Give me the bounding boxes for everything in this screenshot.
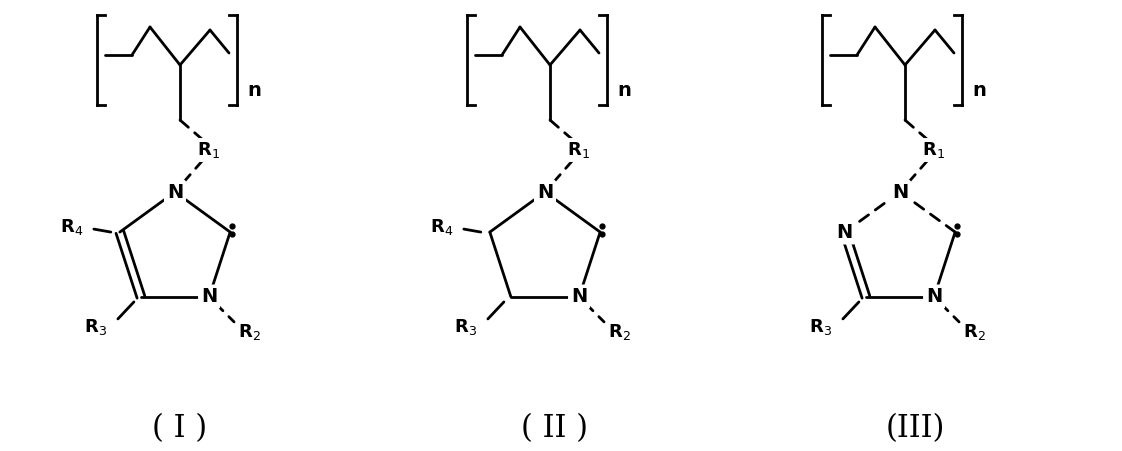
- Text: R$_{1}$: R$_{1}$: [196, 140, 220, 160]
- Text: R$_{2}$: R$_{2}$: [963, 322, 985, 342]
- Text: n: n: [972, 81, 986, 100]
- Text: n: n: [247, 81, 261, 100]
- Text: R$_{3}$: R$_{3}$: [809, 317, 833, 337]
- Text: N: N: [167, 183, 183, 202]
- Text: R$_{1}$: R$_{1}$: [921, 140, 945, 160]
- Text: N: N: [201, 287, 218, 306]
- Text: N: N: [571, 287, 587, 306]
- Text: N: N: [926, 287, 942, 306]
- Text: R$_{3}$: R$_{3}$: [84, 317, 108, 337]
- Text: N: N: [837, 223, 853, 242]
- Text: (III): (III): [885, 414, 945, 445]
- Text: R$_{3}$: R$_{3}$: [454, 317, 477, 337]
- Text: R$_{1}$: R$_{1}$: [921, 140, 945, 160]
- Text: R$_{2}$: R$_{2}$: [608, 322, 631, 342]
- Text: R$_{1}$: R$_{1}$: [567, 140, 589, 160]
- Text: R$_{2}$: R$_{2}$: [238, 322, 260, 342]
- Text: R$_{4}$: R$_{4}$: [430, 217, 453, 237]
- Text: n: n: [617, 81, 631, 100]
- Text: N: N: [536, 183, 553, 202]
- Text: N: N: [892, 183, 908, 202]
- Text: R$_{1}$: R$_{1}$: [196, 140, 220, 160]
- Text: R$_{1}$: R$_{1}$: [567, 140, 589, 160]
- Text: R$_{4}$: R$_{4}$: [61, 217, 83, 237]
- Text: ( II ): ( II ): [522, 414, 589, 445]
- Text: ( I ): ( I ): [153, 414, 208, 445]
